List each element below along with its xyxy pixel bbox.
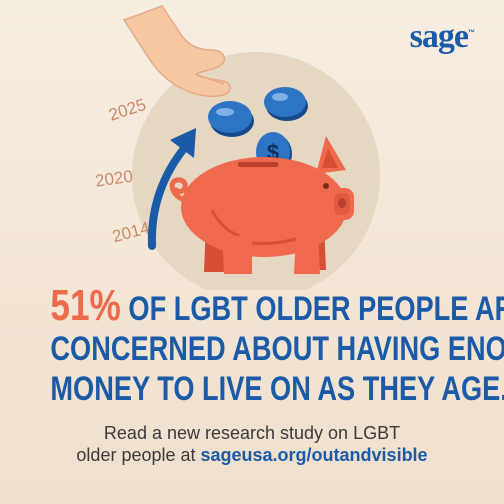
cta-line-1: Read a new research study on LGBT xyxy=(103,423,401,443)
growth-arrow-icon xyxy=(147,128,196,250)
call-to-action: Read a new research study on LGBT older … xyxy=(0,422,504,466)
coin-falling-left xyxy=(208,101,254,137)
headline-percent: 51% xyxy=(50,281,121,330)
coin-falling-right xyxy=(264,87,308,121)
year-2025: 2025 xyxy=(107,95,149,125)
headline-line-1: 51% OF LGBT OLDER PEOPLE ARE xyxy=(50,281,504,330)
piggy-bank-illustration: 2025 2020 2014 $ xyxy=(94,5,380,290)
year-2020: 2020 xyxy=(94,167,134,191)
hand-icon xyxy=(122,5,231,98)
year-2014: 2014 xyxy=(110,218,151,246)
headline-line-2: CONCERNED ABOUT HAVING ENOUGH xyxy=(50,330,504,368)
piggy-bank-icon xyxy=(169,136,354,274)
study-link[interactable]: sageusa.org/outandvisible xyxy=(200,445,428,465)
headline: 51% OF LGBT OLDER PEOPLE ARE CONCERNED A… xyxy=(50,281,504,409)
sage-logo[interactable]: sage™ xyxy=(409,18,475,55)
cta-line-2: older people at sageusa.org/outandvisibl… xyxy=(76,445,428,465)
headline-line-3: MONEY TO LIVE ON AS THEY AGE. xyxy=(50,370,504,408)
